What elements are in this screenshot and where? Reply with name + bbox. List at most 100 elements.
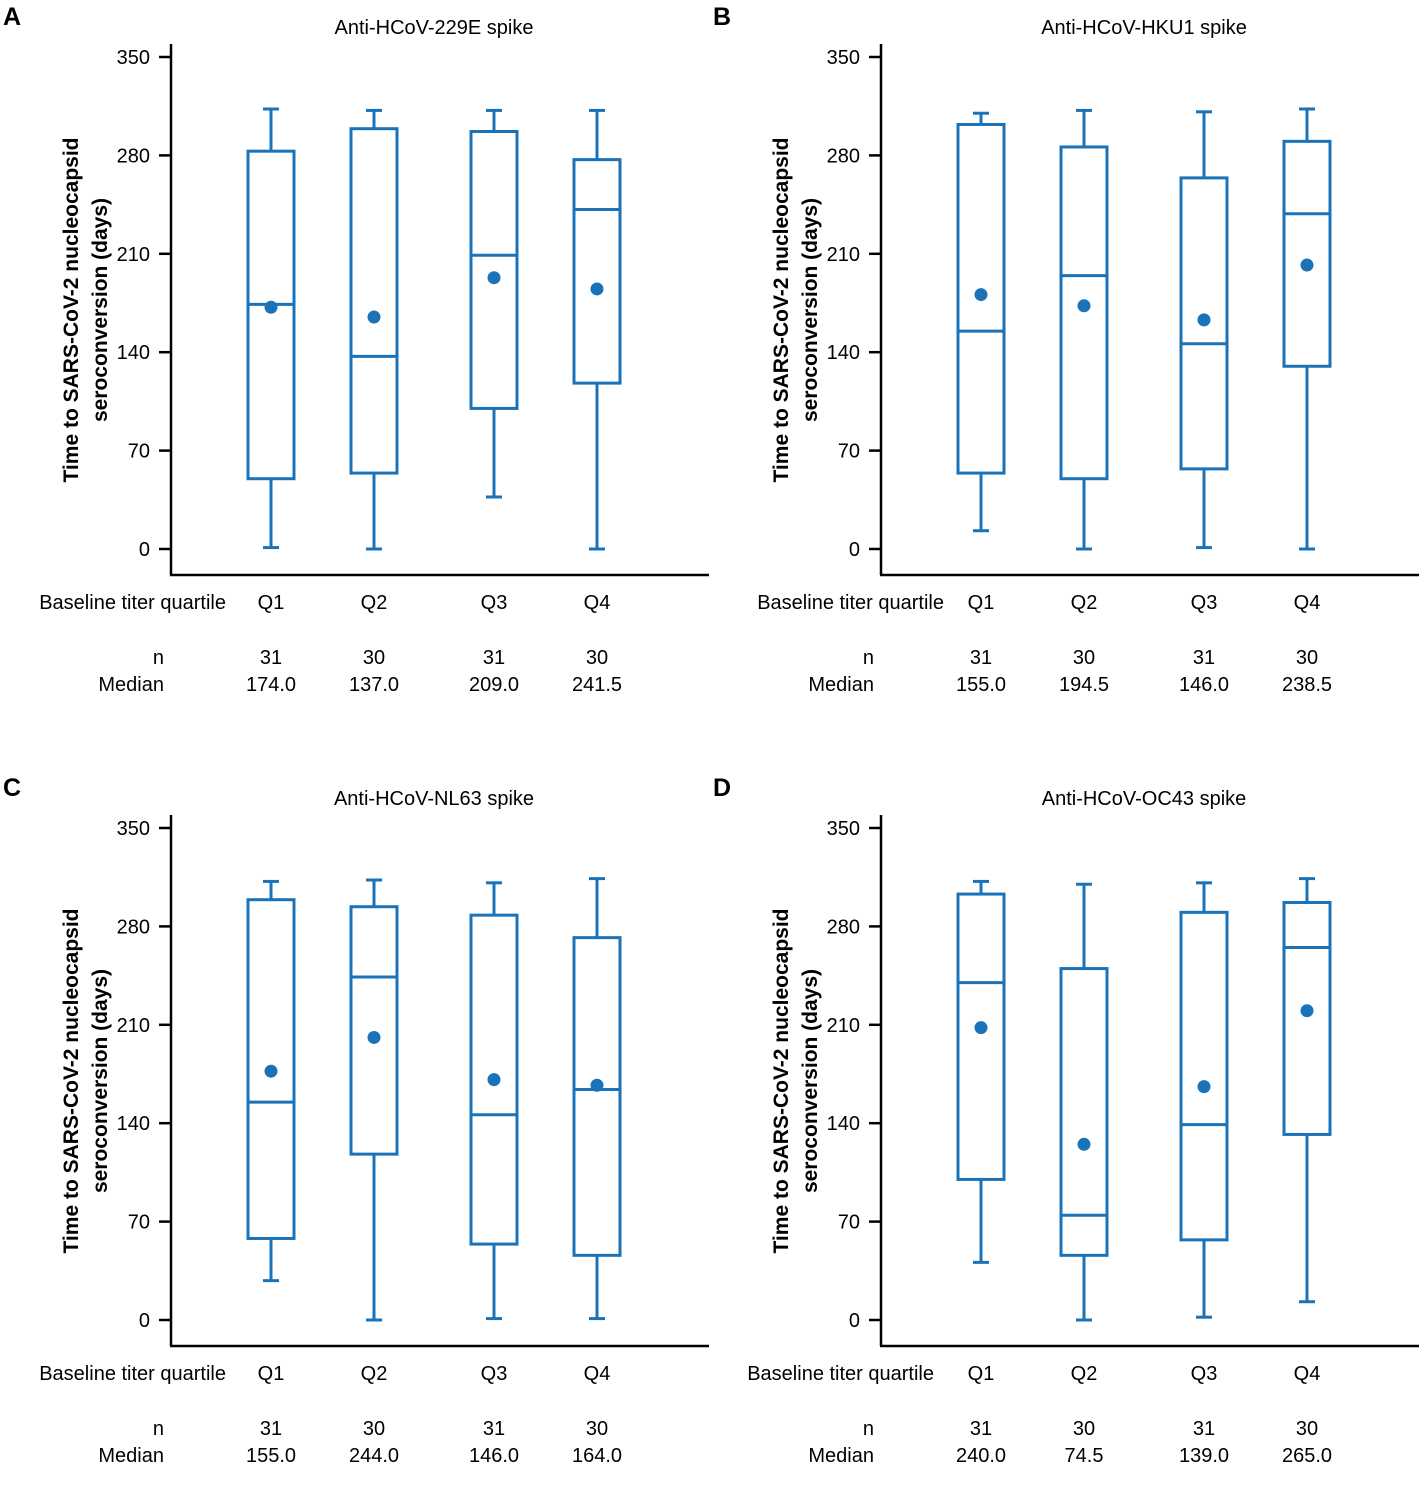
median-value: 139.0 <box>1178 1445 1230 1467</box>
mean-marker <box>1300 1004 1314 1018</box>
panel-letter: A <box>3 3 22 31</box>
median-value: 74.5 <box>1064 1445 1104 1467</box>
box-q1 <box>246 107 296 550</box>
iqr-box <box>349 127 399 475</box>
mean-marker <box>1197 1080 1211 1094</box>
mean-marker <box>1197 313 1211 327</box>
chart-title: Anti-HCoV-NL63 spike <box>333 788 535 810</box>
x-tick-label: Q2 <box>360 592 388 614</box>
mean-marker <box>367 1030 381 1044</box>
x-tick-label: Q4 <box>583 592 611 614</box>
box-q3 <box>469 108 519 499</box>
x-tick-label: Q1 <box>257 592 285 614</box>
n-value: 31 <box>1192 1418 1216 1440</box>
row-label-n: n <box>862 647 874 669</box>
box-q4 <box>1282 107 1332 551</box>
mean-marker <box>590 282 604 296</box>
y-tick-label: 0 <box>849 1310 860 1332</box>
y-tick-label: 210 <box>117 1015 150 1037</box>
y-tick-label: 350 <box>117 818 150 840</box>
y-tick-label: 0 <box>849 539 860 561</box>
box-q2 <box>1059 882 1109 1322</box>
iqr-box <box>1282 901 1332 1136</box>
row-label-median: Median <box>98 674 164 696</box>
median-value: 174.0 <box>245 674 297 696</box>
y-tick-label: 350 <box>827 818 860 840</box>
y-tick-label: 140 <box>827 342 860 364</box>
iqr-box <box>349 905 399 1156</box>
n-value: 30 <box>1072 647 1096 669</box>
iqr-box <box>469 913 519 1246</box>
chart-panel-a: A Anti-HCoV-229E spike Time to SARS-CoV-2 … <box>0 0 713 736</box>
mean-marker <box>487 1073 501 1087</box>
plot-area: 0 70 140 210 280 350 <box>117 44 709 577</box>
row-label-quartile: Baseline titer quartile <box>39 1363 226 1385</box>
plot-area: 0 70 140 210 280 350 <box>827 44 1419 577</box>
median-value: 146.0 <box>468 1445 520 1467</box>
x-tick-label: Q2 <box>1070 1363 1098 1385</box>
iqr-box <box>956 892 1006 1181</box>
panel-letter: D <box>713 774 732 802</box>
y-tick-label: 70 <box>838 441 860 463</box>
chart-panel-c: C Anti-HCoV-NL63 spike Time to SARS-CoV-2 … <box>0 771 713 1507</box>
x-tick-label: Q3 <box>1190 592 1218 614</box>
y-tick-label: 0 <box>139 539 150 561</box>
x-tick-label: Q1 <box>967 592 995 614</box>
y-tick-label: 280 <box>117 916 150 938</box>
median-value: 265.0 <box>1281 1445 1333 1467</box>
median-value: 194.5 <box>1058 674 1110 696</box>
mean-marker <box>1077 299 1091 313</box>
row-label-quartile: Baseline titer quartile <box>757 592 944 614</box>
n-value: 30 <box>362 1418 386 1440</box>
mean-marker <box>1077 1137 1091 1151</box>
y-tick-label: 210 <box>827 1015 860 1037</box>
iqr-box <box>1059 145 1109 481</box>
iqr-box <box>246 898 296 1240</box>
iqr-box <box>572 936 622 1257</box>
box-q1 <box>956 111 1006 533</box>
row-label-median: Median <box>808 674 874 696</box>
x-tick-label: Q1 <box>967 1363 995 1385</box>
row-label-n: n <box>862 1418 874 1440</box>
iqr-box <box>956 122 1006 475</box>
iqr-box <box>469 130 519 410</box>
x-tick-label: Q2 <box>360 1363 388 1385</box>
iqr-box <box>1282 139 1332 368</box>
mean-marker <box>590 1078 604 1092</box>
box-q3 <box>1179 881 1229 1319</box>
row-label-n: n <box>152 1418 164 1440</box>
box-q2 <box>349 878 399 1322</box>
mean-marker <box>367 310 381 324</box>
mean-marker <box>487 271 501 285</box>
box-q4 <box>572 108 622 551</box>
y-tick-label: 140 <box>117 342 150 364</box>
median-value: 155.0 <box>955 674 1007 696</box>
n-value: 31 <box>259 1418 283 1440</box>
mean-marker <box>974 1021 988 1035</box>
x-tick-label: Q3 <box>480 592 508 614</box>
y-tick-label: 70 <box>838 1212 860 1234</box>
median-value: 238.5 <box>1281 674 1333 696</box>
n-value: 31 <box>482 1418 506 1440</box>
n-value: 30 <box>1295 1418 1319 1440</box>
median-value: 241.5 <box>571 674 623 696</box>
median-value: 164.0 <box>571 1445 623 1467</box>
chart-title: Anti-HCoV-229E spike <box>334 17 534 39</box>
iqr-box <box>572 158 622 385</box>
y-tick-label: 280 <box>827 916 860 938</box>
median-value: 209.0 <box>468 674 520 696</box>
panel-letter: C <box>3 774 22 802</box>
iqr-box <box>1179 910 1229 1242</box>
iqr-box <box>246 149 296 481</box>
box-q1 <box>956 879 1006 1264</box>
median-value: 146.0 <box>1178 674 1230 696</box>
row-label-median: Median <box>98 1445 164 1467</box>
x-tick-label: Q3 <box>1190 1363 1218 1385</box>
row-label-quartile: Baseline titer quartile <box>747 1363 934 1385</box>
box-q3 <box>1179 110 1229 550</box>
y-tick-label: 350 <box>827 47 860 69</box>
n-value: 31 <box>969 1418 993 1440</box>
median-value: 137.0 <box>348 674 400 696</box>
box-q4 <box>1282 877 1332 1304</box>
mean-marker <box>264 1064 278 1078</box>
